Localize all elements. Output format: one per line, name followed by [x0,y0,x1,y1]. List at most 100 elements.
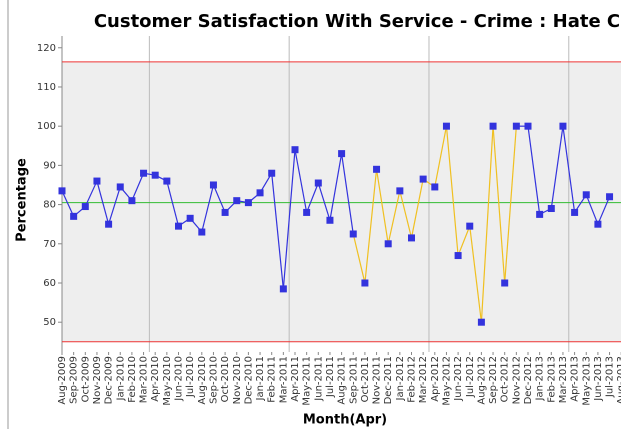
data-point [466,222,474,230]
y-axis-label: Percentage [15,158,30,242]
line-segment [562,126,576,213]
x-tick-label: Apr-2013 [570,356,581,402]
data-point [58,187,66,195]
chart-title: Customer Satisfaction With Service - Cri… [94,11,621,32]
y-tick-label: 70 [43,239,56,250]
data-point [431,183,439,191]
data-point [221,208,229,216]
line-segment [364,169,378,284]
data-point [536,210,544,218]
line-segment [410,178,424,239]
data-point [594,220,602,228]
y-tick-label: 120 [37,43,56,54]
data-point [373,165,381,173]
x-tick-label: Dec-2012 [523,356,534,404]
x-tick-label: Jul-2011 [325,356,336,398]
line-segment [434,126,448,188]
x-tick-label: Jul-2010 [185,356,196,398]
line-segment [166,180,180,227]
data-point [279,285,287,293]
data-point [338,150,346,158]
line-segment [399,190,413,239]
line-segment [387,190,401,244]
x-tick-label: Feb-2013 [546,356,557,403]
line-segment [271,173,284,289]
line-segment [212,184,226,213]
data-point [419,175,427,183]
data-point [524,122,532,130]
x-tick-label: Sep-2009 [69,356,80,404]
line-segment [329,153,343,221]
data-point [442,122,450,130]
data-point [361,279,369,287]
x-tick-label: Jun-2012 [453,356,464,402]
x-tick-label: Dec-2009 [104,356,115,404]
data-point [175,222,182,230]
x-tick-label: Feb-2010 [127,356,138,403]
line-segment [282,149,296,289]
x-tick-label: Nov-2012 [511,356,522,404]
x-tick-label: Jun-2010 [174,356,185,402]
data-point [349,230,357,238]
line-segment [96,180,110,225]
data-point [116,183,124,191]
x-tick-label: Aug-2012 [476,356,487,405]
x-tick-label: Sep-2010 [208,356,219,404]
x-tick-label: Dec-2010 [243,356,254,404]
line-segment [480,126,494,323]
x-tick-label: Aug-2009 [57,356,68,405]
data-point [477,318,485,326]
x-tick-label: Dec-2011 [383,356,394,404]
control-band [62,61,621,342]
data-point [396,187,404,195]
x-tick-label: May-2012 [441,356,452,406]
x-tick-label: May-2013 [581,356,592,406]
x-tick-label: Mar-2010 [139,356,150,403]
data-point [501,279,509,287]
data-point [268,169,276,177]
x-tick-label: Oct-2012 [500,356,511,402]
x-tick-label: Apr-2011 [290,356,301,402]
x-tick-label: Aug-2013 [616,356,621,405]
y-tick-label: 80 [43,200,56,211]
x-tick-label: Jan-2010 [115,356,126,401]
x-tick-label: Nov-2010 [232,356,243,404]
line-segment [504,126,517,284]
data-point [140,169,148,177]
y-tick-label: 90 [43,160,56,171]
data-point [233,197,241,205]
x-tick-label: Oct-2009 [80,356,91,402]
x-tick-label: Feb-2011 [267,356,278,403]
data-point [512,122,520,130]
x-axis-label: Month(Apr) [303,413,387,428]
line-segment [445,126,459,256]
line-segment [550,126,564,209]
x-tick-label: Jul-2013 [605,356,616,398]
line-segment [317,182,331,221]
data-point [314,179,322,187]
x-tick-label: Mar-2013 [558,356,569,403]
x-tick-label: Apr-2010 [150,356,161,402]
line-segment [61,190,75,217]
y-tick-label: 60 [43,278,56,289]
x-tick-label: Nov-2009 [92,356,103,404]
line-segment [131,172,145,201]
x-tick-label: Jan-2011 [255,356,266,401]
line-segment [527,126,541,215]
data-point [163,177,171,185]
data-point [198,228,206,236]
line-segment [585,194,599,225]
y-tick-label: 110 [37,82,56,93]
data-point [408,234,415,242]
data-point [128,197,136,205]
data-point [606,193,614,201]
data-point [582,191,590,199]
y-tick-label: 100 [37,121,56,132]
x-tick-label: Feb-2012 [407,356,418,403]
line-segment [201,184,215,233]
data-point [256,189,264,197]
line-segment [375,169,389,244]
x-tick-label: May-2011 [302,356,313,406]
x-tick-label: Jun-2011 [313,356,324,402]
